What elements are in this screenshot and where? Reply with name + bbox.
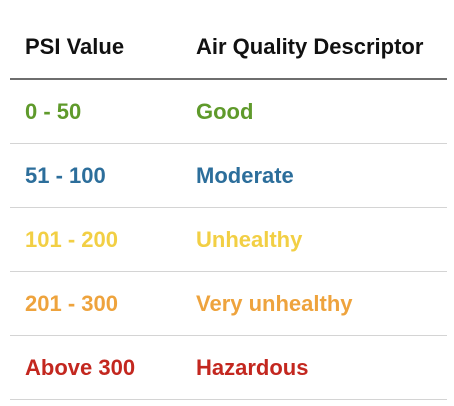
table-row: 51 - 100 Moderate xyxy=(10,143,447,208)
psi-range-cell: Above 300 xyxy=(10,335,183,400)
descriptor-cell: Moderate xyxy=(183,143,447,208)
psi-range-cell: 201 - 300 xyxy=(10,271,183,336)
header-row: PSI Value Air Quality Descriptor xyxy=(10,16,447,80)
table-row: 201 - 300 Very unhealthy xyxy=(10,271,447,336)
psi-range-cell: 0 - 50 xyxy=(10,79,183,144)
descriptor-cell: Hazardous xyxy=(183,335,447,400)
header-air-quality-descriptor: Air Quality Descriptor xyxy=(183,16,447,80)
header-psi-value: PSI Value xyxy=(10,16,183,80)
psi-table: PSI Value Air Quality Descriptor 0 - 50 … xyxy=(10,16,447,400)
psi-range-cell: 101 - 200 xyxy=(10,207,183,272)
table-row: 101 - 200 Unhealthy xyxy=(10,207,447,272)
table-body: 0 - 50 Good 51 - 100 Moderate 101 - 200 … xyxy=(10,79,447,400)
table-row: Above 300 Hazardous xyxy=(10,335,447,400)
descriptor-cell: Very unhealthy xyxy=(183,271,447,336)
descriptor-cell: Good xyxy=(183,79,447,144)
table-header: PSI Value Air Quality Descriptor xyxy=(10,16,447,80)
descriptor-cell: Unhealthy xyxy=(183,207,447,272)
table-row: 0 - 50 Good xyxy=(10,79,447,144)
psi-range-cell: 51 - 100 xyxy=(10,143,183,208)
